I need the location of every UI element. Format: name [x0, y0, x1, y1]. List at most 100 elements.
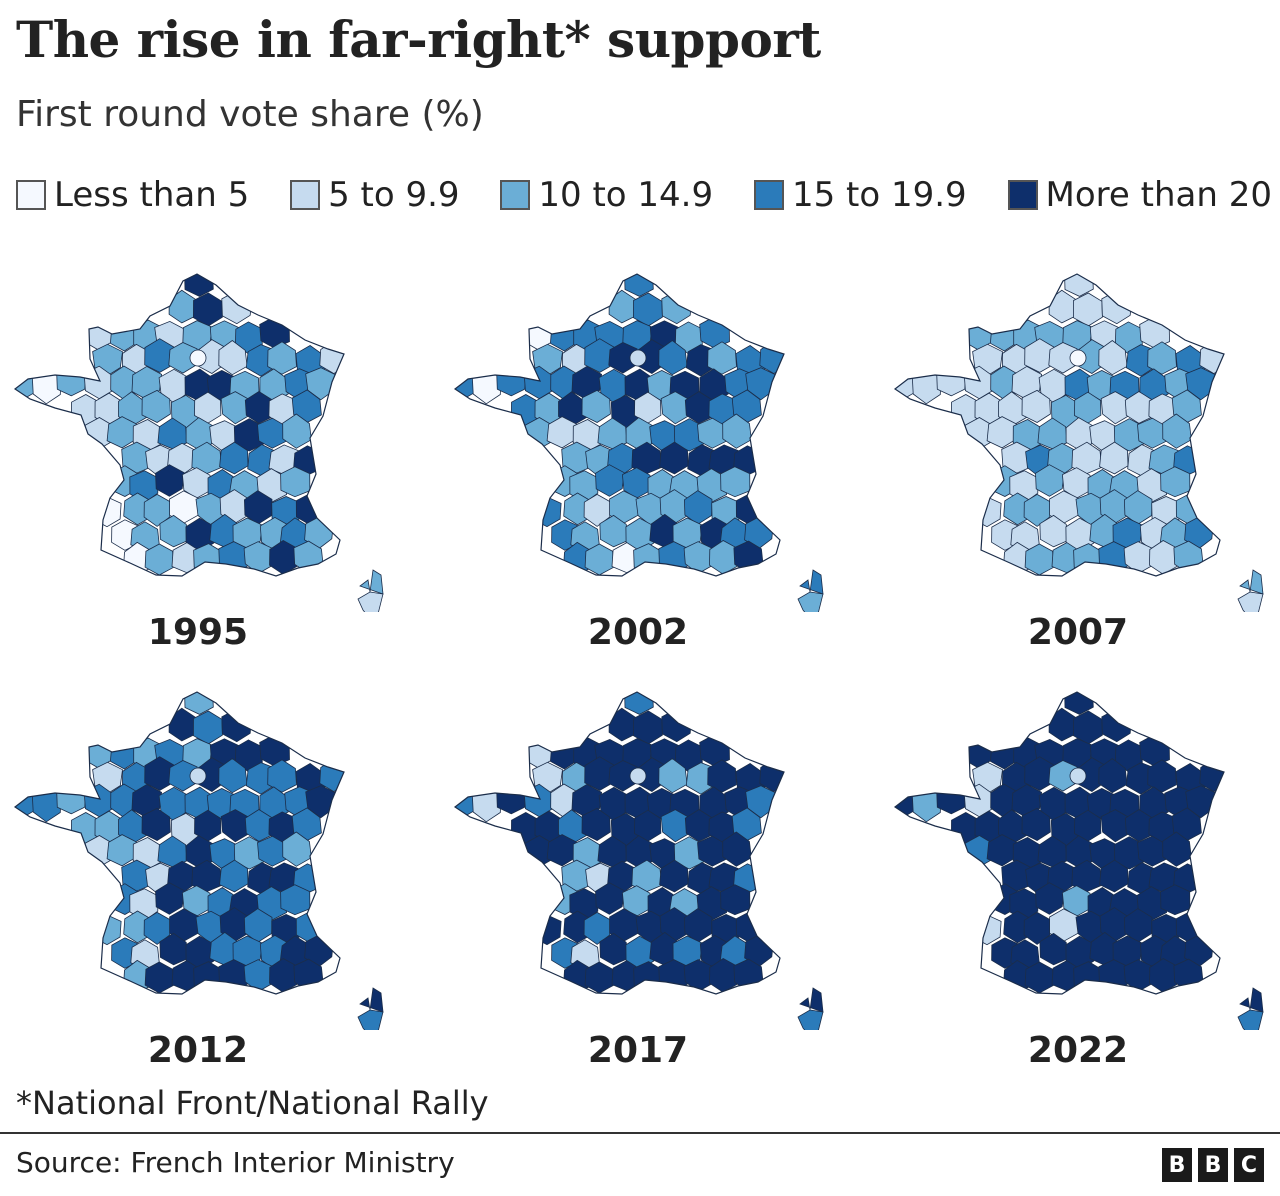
- department-region: [1099, 441, 1129, 475]
- france-map-2022: [893, 691, 1264, 1030]
- department-region: [1048, 289, 1078, 324]
- department-region: [56, 364, 87, 397]
- france-outline: [13, 273, 345, 577]
- legend-swatch: [16, 180, 46, 210]
- department-region: [295, 910, 326, 944]
- departments: [455, 692, 784, 994]
- footer-divider: [0, 1132, 1280, 1134]
- corsica-south: [797, 591, 824, 612]
- department-region: [1101, 708, 1132, 743]
- department-region: [608, 760, 638, 792]
- department-region: [218, 541, 250, 575]
- department-region: [159, 932, 189, 966]
- department-region: [661, 290, 692, 325]
- department-region: [683, 959, 714, 993]
- department-region: [1021, 807, 1051, 841]
- department-region: [1073, 543, 1102, 576]
- legend-label: 15 to 19.9: [791, 175, 967, 215]
- map-year-label: 2002: [587, 612, 689, 653]
- france-map-1995: [13, 273, 384, 612]
- map-year-label: 2007: [1027, 612, 1129, 653]
- department-region: [1098, 340, 1128, 376]
- legend-label: 10 to 14.9: [538, 175, 714, 215]
- department-region: [141, 807, 171, 841]
- france-map-2007: [893, 273, 1264, 612]
- department-region: [624, 274, 654, 297]
- department-region: [1147, 759, 1177, 793]
- department-region: [243, 959, 274, 993]
- corsica-south: [1237, 1009, 1264, 1030]
- department-region: [168, 342, 198, 374]
- france-map-2012: [13, 691, 384, 1030]
- department-region: [91, 914, 122, 946]
- department-region: [218, 959, 250, 993]
- department-region: [267, 341, 297, 375]
- department-region: [658, 758, 688, 794]
- department-region: [168, 707, 198, 742]
- department-region: [1048, 760, 1078, 792]
- department-region: [936, 782, 967, 815]
- department-region: [658, 340, 688, 376]
- department-region: [608, 289, 638, 324]
- legend-swatch: [500, 180, 531, 210]
- department-region: [581, 389, 611, 423]
- department-region: [106, 416, 137, 449]
- paris-region: [629, 349, 647, 367]
- department-region: [218, 758, 248, 794]
- chart-title: The rise in far-right* support: [16, 10, 821, 69]
- department-region: [106, 834, 137, 867]
- department-region: [595, 882, 625, 915]
- legend-label: More than 20: [1045, 175, 1272, 215]
- department-region: [1064, 274, 1094, 297]
- corsica-north: [1239, 569, 1264, 595]
- department-region: [599, 514, 629, 548]
- department-region: [221, 708, 252, 743]
- department-region: [168, 760, 198, 792]
- map-panel-2007: 2007: [880, 262, 1280, 672]
- corsica-north: [799, 569, 824, 595]
- legend-item-more-than-20: More than 20: [1007, 175, 1272, 215]
- department-region: [986, 416, 1017, 449]
- legend-label: 5 to 9.9: [328, 175, 460, 215]
- department-region: [624, 692, 654, 715]
- department-region: [193, 961, 222, 994]
- legend-swatch: [1007, 180, 1038, 210]
- department-region: [720, 884, 751, 916]
- legend-item-5-to-9-9: 5 to 9.9: [290, 175, 460, 215]
- map-year-label: 1995: [147, 612, 249, 653]
- department-region: [581, 807, 611, 841]
- logo-letter: C: [1234, 1148, 1264, 1182]
- legend: Less than 5 5 to 9.9 10 to 14.9 15 to 19…: [16, 172, 1272, 218]
- paris-region: [1069, 767, 1087, 785]
- department-region: [295, 492, 326, 526]
- department-region: [1162, 831, 1192, 867]
- department-region: [282, 831, 312, 867]
- france-outline: [893, 273, 1225, 577]
- department-region: [141, 389, 171, 423]
- department-region: [1048, 707, 1078, 742]
- department-region: [219, 441, 249, 475]
- department-region: [1123, 541, 1154, 575]
- department-region: [659, 441, 689, 475]
- legend-swatch: [290, 180, 321, 210]
- map-panel-2022: 2022: [880, 680, 1280, 1090]
- paris-region: [189, 349, 207, 367]
- department-region: [661, 708, 692, 743]
- source-text: Source: French Interior Ministry: [16, 1146, 455, 1179]
- corsica-south: [357, 591, 384, 612]
- department-region: [658, 959, 690, 993]
- department-region: [1099, 859, 1129, 893]
- department-region: [546, 416, 577, 449]
- department-region: [91, 496, 122, 528]
- department-region: [633, 543, 662, 576]
- logo-letter: B: [1162, 1148, 1192, 1182]
- legend-item-15-to-19-9: 15 to 19.9: [753, 175, 967, 215]
- department-region: [722, 413, 752, 449]
- department-region: [1039, 932, 1069, 966]
- department-region: [722, 831, 752, 867]
- department-region: [1147, 341, 1177, 375]
- map-year-label: 2022: [1027, 1030, 1129, 1071]
- map-panel-1995: 1995: [0, 262, 426, 672]
- department-region: [1160, 466, 1191, 498]
- department-region: [595, 464, 625, 497]
